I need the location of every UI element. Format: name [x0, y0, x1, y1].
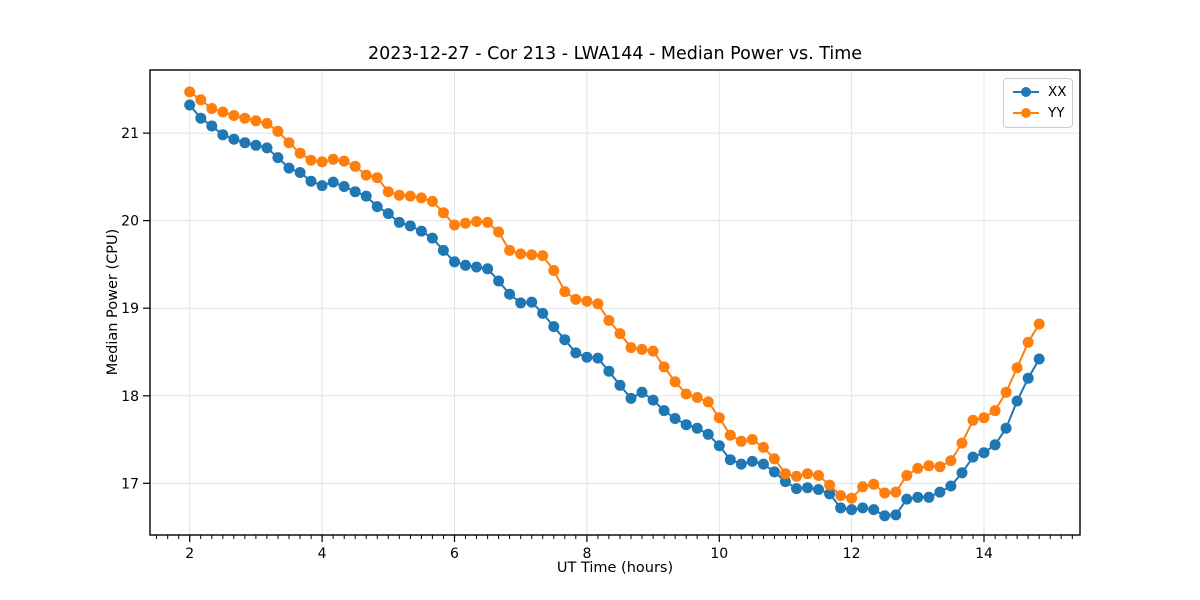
svg-text:19: 19: [121, 301, 139, 317]
svg-text:21: 21: [121, 126, 139, 142]
svg-text:6: 6: [450, 546, 459, 562]
svg-text:2: 2: [185, 546, 194, 562]
svg-text:10: 10: [710, 546, 728, 562]
legend-line-marker-xx: [1013, 87, 1039, 97]
legend-item-xx: XX: [1012, 84, 1067, 100]
svg-text:14: 14: [975, 546, 993, 562]
svg-text:12: 12: [843, 546, 861, 562]
svg-text:20: 20: [121, 214, 139, 230]
chart-title: 2023-12-27 - Cor 213 - LWA144 - Median P…: [367, 44, 863, 64]
legend-item-yy: YY: [1012, 105, 1065, 121]
svg-text:4: 4: [318, 546, 327, 562]
svg-text:17: 17: [121, 476, 139, 492]
svg-text:18: 18: [121, 389, 139, 405]
legend-label-yy: YY: [1048, 105, 1065, 121]
legend-line-marker-yy: [1013, 108, 1039, 118]
svg-text:8: 8: [582, 546, 591, 562]
legend-label-xx: XX: [1048, 84, 1067, 100]
x-axis-label: UT Time (hours): [556, 560, 674, 576]
legend: XX YY: [1003, 78, 1073, 128]
y-axis-label: Median Power (CPU): [105, 228, 121, 376]
